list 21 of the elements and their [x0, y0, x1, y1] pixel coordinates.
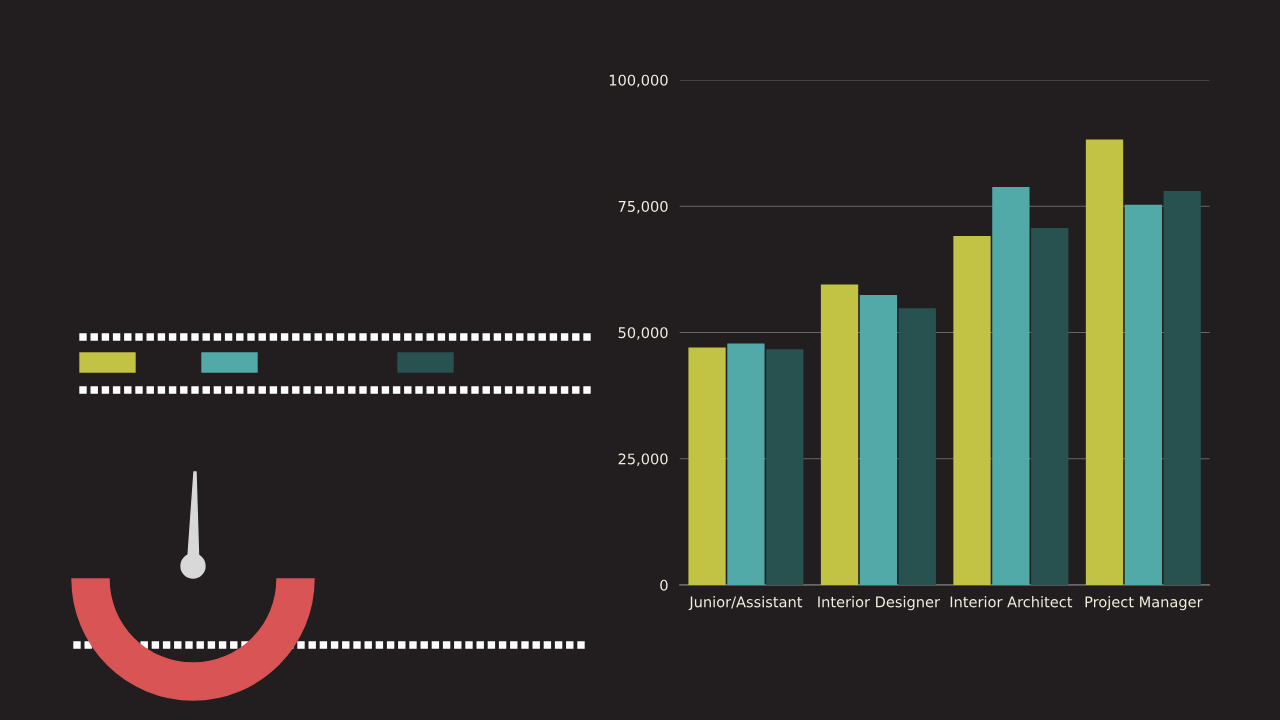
- bar: [1124, 204, 1163, 585]
- y-tick-label: 100,000: [609, 74, 668, 88]
- y-tick-label: 0: [660, 579, 668, 591]
- x-tick-label: Junior/Assistant: [688, 596, 803, 611]
- x-tick-label: Interior Architect: [950, 596, 1073, 608]
- bar: [688, 347, 726, 585]
- bar: [820, 284, 859, 585]
- x-tick-label: Project Manager: [1085, 596, 1203, 611]
- bar: [1085, 139, 1124, 585]
- y-tick-label: 50,000: [618, 327, 668, 340]
- x-tick-label: Interior Designer: [818, 596, 940, 611]
- bar: [1031, 227, 1069, 585]
- y-tick-label: 75,000: [618, 200, 668, 214]
- bar: [898, 308, 936, 585]
- bar: [992, 187, 1030, 585]
- y-tick-label: 25,000: [618, 453, 668, 466]
- bar: [859, 295, 898, 585]
- bar: [727, 343, 765, 585]
- bar: [766, 349, 804, 585]
- bar: [1163, 191, 1201, 585]
- bar: [953, 235, 991, 585]
